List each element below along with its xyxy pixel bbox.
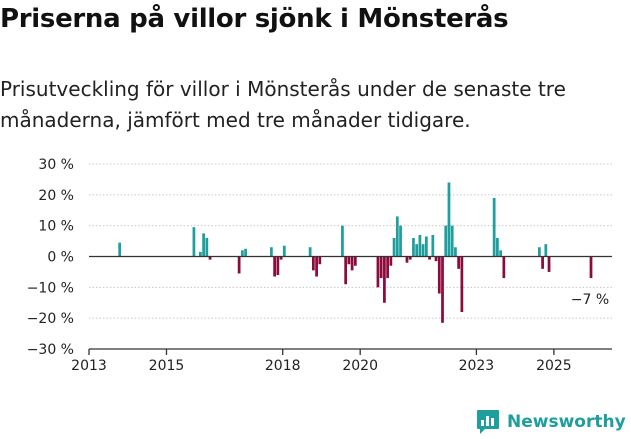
bar [450,225,454,257]
newsworthy-icon [477,410,499,434]
y-tick-label: −10 % [27,280,74,296]
bar [441,256,444,323]
bar [237,256,241,274]
y-tick-label: 30 % [38,157,74,173]
x-tick-label: 2025 [536,358,572,374]
bar [341,225,344,257]
x-tick-label: 2023 [459,358,495,374]
bar [447,182,451,257]
bar [379,256,383,279]
bar [395,216,399,257]
brand-name: Newsworthy [507,412,626,432]
bar-chart: 30 % 20 % 10 % 0 % −10 % −20 % −30 %2013 2015 20… [27,157,612,374]
bar [192,227,196,257]
bar [350,256,354,271]
annotation-label: −7 % [571,292,609,308]
bar [415,244,419,257]
bar [315,256,318,277]
bar [460,256,464,312]
bar [405,256,409,263]
bar [118,242,122,257]
axes: 30 % 20 % 10 % 0 % −10 % −20 % −30 %2013 2015 20… [27,157,612,374]
bar [502,256,506,279]
bar [208,256,212,260]
bar [353,256,357,266]
bar [399,225,402,257]
bar [537,247,541,257]
y-tick-label: 20 % [38,188,74,204]
x-tick-label: 2018 [265,358,301,374]
bar [389,256,393,266]
bar [276,256,280,275]
x-tick-label: 2013 [71,358,107,374]
bars [118,182,593,323]
bar [428,256,431,260]
bar [318,256,322,265]
bar [383,256,386,303]
bar [392,238,396,257]
bar [347,256,351,265]
bar [425,236,428,257]
bar [205,238,209,257]
bar [412,238,415,257]
bar [431,234,435,257]
y-tick-label: −20 % [27,311,74,327]
bar [308,247,312,257]
bar [492,197,496,257]
bar [589,256,593,279]
bar [496,238,499,257]
bar [434,256,438,262]
bar [202,233,205,257]
bar [408,256,412,260]
bar [421,244,425,257]
bar [279,256,283,260]
bar [199,251,202,257]
bar [499,250,502,257]
bar [437,256,441,294]
chart-subtitle: Prisutveckling för villor i Mönsterås un… [0,77,566,132]
bar [312,256,315,271]
y-tick-label: 0 % [47,250,74,266]
x-tick-label: 2020 [342,358,378,374]
bar [547,256,551,272]
bar [273,256,276,277]
bar [386,256,389,279]
bar [454,247,457,257]
bar [240,250,244,257]
y-tick-label: 10 % [38,219,74,235]
bar [282,245,286,257]
newsworthy-logo: Newsworthy [476,407,626,437]
y-tick-label: −30 % [27,342,74,358]
bar [457,256,461,269]
bar [244,248,247,257]
bar [541,256,544,269]
bar [418,234,422,257]
bar [444,225,448,257]
bar [376,256,380,288]
bar [544,244,548,257]
bar [344,256,348,285]
chart-title: Priserna på villor sjönk i Mönsterås [0,4,509,34]
x-tick-label: 2015 [149,358,185,374]
bar [270,247,273,257]
